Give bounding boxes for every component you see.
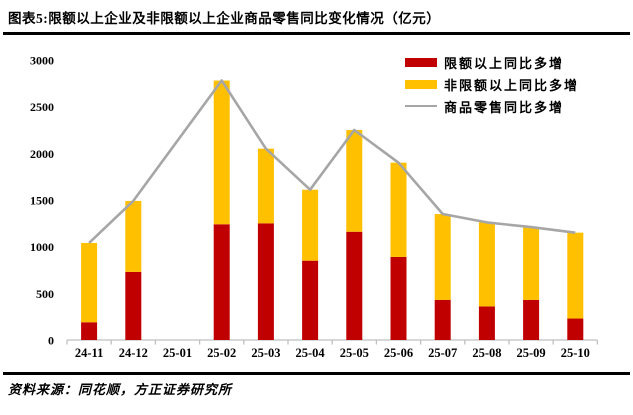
source-note: 资料来源：同花顺，方正证券研究所 (8, 382, 233, 397)
x-axis-tick-label: 24-12 (119, 346, 148, 360)
bar-segment-limit (213, 224, 230, 340)
y-axis-tick-label: 1500 (30, 194, 54, 208)
bar-segment-limit (390, 256, 407, 340)
bar-segment-nonlimit (434, 214, 451, 300)
bar-segment-limit (81, 322, 98, 340)
bar-segment-limit (302, 260, 319, 340)
x-axis-tick-label: 25-10 (561, 346, 590, 360)
bar-segment-limit (523, 299, 540, 340)
legend-item-retail-line: 商品零售同比多增 (405, 95, 579, 117)
legend-label: 商品零售同比多增 (444, 99, 565, 115)
y-axis-tick-label: 0 (48, 334, 54, 348)
bar-segment-nonlimit (257, 148, 274, 224)
bar-segment-nonlimit (125, 200, 142, 272)
page-title: 图表5:限额以上企业及非限额以上企业商品零售同比变化情况（亿元） (8, 11, 441, 26)
legend-label: 限额以上同比多增 (444, 55, 565, 71)
chart-legend: 限额以上同比多增 非限额以上同比多增 商品零售同比多增 (405, 51, 579, 117)
bar-segment-limit (478, 306, 495, 340)
bar-segment-limit (567, 318, 584, 340)
y-axis-tick-label: 500 (36, 287, 54, 301)
y-axis-tick-label: 3000 (30, 54, 54, 68)
bar-segment-nonlimit (390, 162, 407, 257)
bar-segment-nonlimit (523, 227, 540, 300)
x-axis-tick-label: 25-09 (517, 346, 546, 360)
x-axis-tick-label: 25-06 (384, 346, 413, 360)
bar-segment-limit (346, 231, 363, 340)
bar-segment-limit (434, 299, 451, 340)
y-axis-tick-label: 1000 (30, 240, 54, 254)
gray-line-swatch-icon (405, 104, 437, 108)
bar-segment-nonlimit (346, 130, 363, 232)
legend-item-limit: 限额以上同比多增 (405, 51, 579, 73)
x-axis-tick-label: 25-07 (428, 346, 457, 360)
legend-item-nonlimit: 非限额以上同比多增 (405, 73, 579, 95)
x-axis-tick-label: 25-01 (163, 346, 192, 360)
bar-segment-nonlimit (567, 232, 584, 319)
yellow-bar-swatch-icon (405, 79, 437, 89)
x-axis-tick-label: 24-11 (75, 346, 103, 360)
legend-label: 非限额以上同比多增 (444, 77, 580, 93)
bar-segment-limit (125, 271, 142, 340)
x-axis-tick-label: 25-02 (207, 346, 236, 360)
bar-segment-limit (257, 223, 274, 340)
bar-segment-nonlimit (302, 189, 319, 261)
red-bar-swatch-icon (405, 57, 437, 67)
bar-segment-nonlimit (478, 222, 495, 307)
x-axis-tick-label: 25-05 (340, 346, 369, 360)
y-axis-tick-label: 2500 (30, 100, 54, 114)
x-axis-tick-label: 25-08 (472, 346, 501, 360)
x-axis-tick-label: 25-03 (251, 346, 280, 360)
y-axis-tick-label: 2000 (30, 147, 54, 161)
x-axis-tick-label: 25-04 (296, 346, 326, 360)
bar-segment-nonlimit (213, 80, 230, 225)
retail-total-line (88, 79, 576, 244)
title-divider-rule (3, 32, 630, 35)
bar-segment-nonlimit (81, 242, 98, 323)
footer-divider-rule (3, 372, 630, 375)
